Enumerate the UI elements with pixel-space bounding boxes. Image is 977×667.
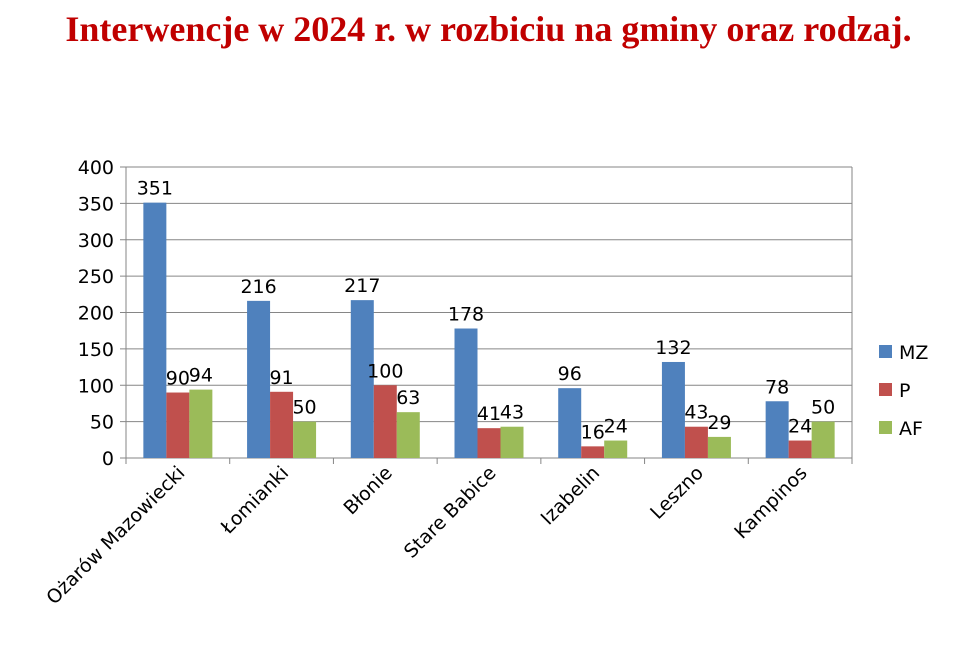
legend-swatch-mz: [879, 345, 892, 358]
data-label: 217: [344, 275, 380, 297]
bar-af: [500, 426, 524, 458]
x-tick-label: Ożarów Mazowiecki: [42, 462, 189, 609]
x-tick-label: Łomianki: [216, 462, 293, 539]
x-tick-label: Leszno: [646, 462, 708, 524]
bar-p: [684, 426, 708, 458]
chart-title: Interwencje w 2024 r. w rozbiciu na gmin…: [65, 9, 912, 49]
bar-mz: [247, 300, 271, 458]
bar-mz: [454, 328, 478, 458]
bar-af: [396, 412, 420, 458]
legend-label: P: [899, 380, 910, 402]
data-label: 351: [137, 178, 173, 200]
legend-label: AF: [899, 418, 923, 440]
data-label: 94: [189, 365, 213, 387]
bar-mz: [661, 361, 685, 458]
bar-mz: [350, 300, 374, 458]
data-label: 43: [500, 402, 524, 424]
y-tick-label: 400: [78, 157, 114, 179]
data-label: 50: [292, 397, 316, 419]
bar-p: [270, 391, 294, 458]
bar-p: [166, 392, 190, 458]
bar-mz: [765, 401, 789, 458]
data-label: 78: [765, 376, 789, 398]
bar-af: [604, 440, 628, 458]
data-label: 41: [477, 403, 501, 425]
x-tick-label: Kampinos: [730, 462, 811, 543]
bar-mz: [143, 202, 167, 458]
y-tick-label: 0: [102, 448, 114, 470]
y-tick-label: 250: [78, 266, 114, 288]
bar-af: [811, 421, 835, 458]
y-tick-label: 50: [90, 412, 114, 434]
data-label: 100: [367, 360, 403, 382]
legend-swatch-af: [879, 421, 892, 434]
legend-label: MZ: [899, 342, 928, 364]
data-label: 178: [448, 304, 484, 326]
data-label: 91: [269, 367, 293, 389]
y-tick-label: 350: [78, 193, 114, 215]
data-label: 24: [788, 416, 812, 438]
y-tick-label: 150: [78, 339, 114, 361]
data-label: 90: [166, 368, 190, 390]
bar-af: [293, 421, 317, 458]
bar-p: [581, 446, 605, 458]
bar-p: [788, 440, 812, 458]
y-tick-label: 100: [78, 375, 114, 397]
bar-p: [373, 385, 397, 458]
data-label: 24: [604, 416, 628, 438]
y-tick-label: 200: [78, 303, 114, 325]
bar-mz: [558, 388, 582, 458]
data-label: 63: [396, 387, 420, 409]
y-tick-label: 300: [78, 230, 114, 252]
bar-p: [477, 428, 501, 458]
x-tick-label: Błonie: [339, 462, 396, 519]
data-label: 216: [240, 276, 276, 298]
data-label: 29: [707, 412, 731, 434]
data-label: 132: [655, 337, 691, 359]
bar-af: [189, 389, 213, 458]
x-tick-label: Izabelin: [537, 462, 605, 530]
data-label: 43: [684, 402, 708, 424]
bar-af: [707, 436, 731, 458]
data-label: 50: [811, 397, 835, 419]
legend-swatch-p: [879, 383, 892, 396]
data-label: 16: [581, 421, 605, 443]
x-tick-label: Stare Babice: [400, 462, 501, 563]
data-label: 96: [558, 363, 582, 385]
